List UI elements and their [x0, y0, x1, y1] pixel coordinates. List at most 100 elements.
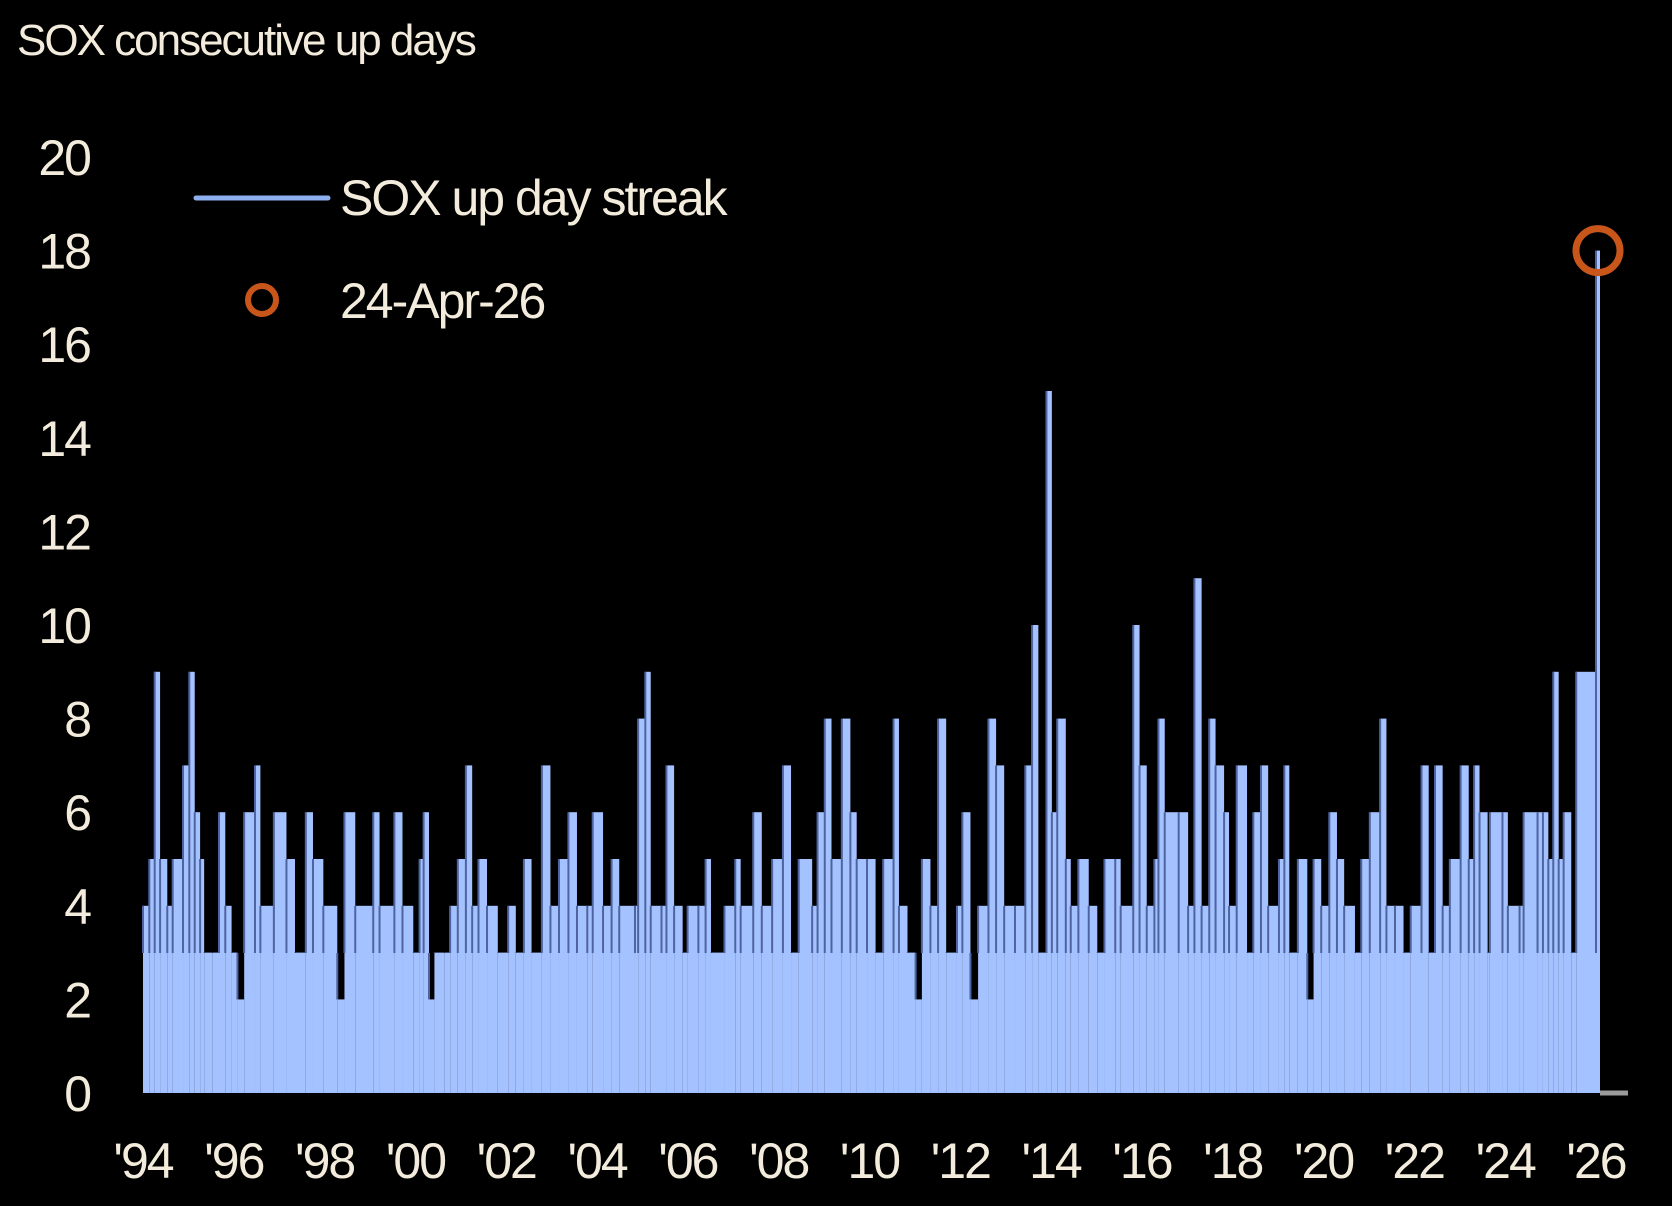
streak-bar	[619, 905, 635, 1093]
streak-bar	[1394, 905, 1404, 1093]
streak-bar	[200, 859, 205, 1093]
streak-bar	[1209, 718, 1216, 1093]
streak-bar	[1247, 952, 1254, 1093]
streak-bar	[402, 905, 414, 1093]
streak-bar	[1224, 812, 1230, 1093]
streak-bar	[856, 859, 868, 1093]
x-tick-label: '00	[386, 1133, 445, 1189]
x-tick-label: '96	[204, 1133, 263, 1189]
streak-bar	[1032, 625, 1039, 1093]
streak-bar	[996, 765, 1005, 1093]
streak-bar	[938, 718, 947, 1093]
streak-bar	[423, 812, 430, 1093]
streak-bar	[1421, 765, 1429, 1093]
streak-bar	[921, 859, 931, 1093]
x-tick-label: '16	[1112, 1133, 1171, 1189]
streak-bar	[323, 905, 338, 1093]
streak-bar	[1115, 859, 1121, 1093]
x-tick-label: '06	[658, 1133, 717, 1189]
streak-bar	[344, 812, 356, 1093]
streak-bar	[1215, 765, 1225, 1093]
streak-bar	[798, 859, 813, 1093]
streak-bar	[212, 952, 220, 1093]
x-tick-label: '10	[840, 1133, 899, 1189]
streak-bar	[661, 905, 667, 1093]
streak-bar	[465, 765, 473, 1093]
streak-bar	[558, 859, 569, 1093]
y-tick-label: 8	[64, 692, 90, 748]
streak-bar	[1164, 812, 1179, 1093]
streak-bar	[850, 812, 857, 1093]
streak-bar	[419, 859, 424, 1093]
streak-bar	[305, 812, 313, 1093]
streak-bar	[1146, 905, 1155, 1093]
streak-bar	[1571, 952, 1577, 1093]
streak-bar	[1553, 671, 1559, 1093]
streak-bar	[1289, 952, 1298, 1093]
streak-bar	[687, 905, 699, 1093]
streak-bar	[898, 905, 908, 1093]
x-tick-label: '18	[1203, 1133, 1262, 1189]
streak-bar	[831, 859, 842, 1093]
streak-bar	[841, 718, 851, 1093]
y-tick-label: 16	[38, 317, 90, 373]
streak-bar	[1449, 859, 1461, 1093]
streak-bar	[1268, 905, 1279, 1093]
streak-bar	[867, 859, 876, 1093]
streak-bar	[183, 765, 190, 1093]
x-tick-label: '04	[567, 1133, 627, 1189]
streak-bar	[1542, 812, 1549, 1093]
streak-bar	[705, 859, 711, 1093]
streak-bar	[1188, 905, 1195, 1093]
legend: SOX up day streak 24-Apr-26	[193, 170, 731, 329]
streak-bar	[782, 765, 792, 1093]
y-tick-label: 0	[64, 1066, 90, 1122]
streak-bar	[638, 718, 646, 1093]
streak-bar	[237, 999, 245, 1093]
chart-title: SOX consecutive up days	[17, 16, 476, 65]
streak-bar	[478, 859, 488, 1093]
streak-bar	[450, 905, 458, 1093]
streak-bar	[1435, 765, 1443, 1093]
streak-bar	[204, 952, 213, 1093]
streak-bar	[1460, 765, 1469, 1093]
x-tick-label: '98	[295, 1133, 354, 1189]
streak-bar	[875, 952, 884, 1093]
x-tick-label: '08	[749, 1133, 808, 1189]
streak-bar	[1014, 905, 1026, 1093]
streak-bar	[698, 905, 706, 1093]
streak-bar	[1078, 859, 1089, 1093]
streak-bar	[611, 859, 620, 1093]
streak-bar	[1489, 812, 1503, 1093]
streak-bar	[946, 952, 957, 1093]
streak-bar	[978, 905, 989, 1093]
streak-bar	[260, 905, 274, 1093]
streak-bar	[634, 905, 639, 1093]
streak-bar	[907, 952, 916, 1093]
y-tick-label: 18	[38, 224, 90, 280]
streak-bar	[508, 905, 516, 1093]
streak-bar	[824, 718, 832, 1093]
streak-bar	[394, 812, 403, 1093]
streak-bar	[930, 905, 939, 1093]
streak-bar	[413, 952, 420, 1093]
streak-bar	[962, 812, 971, 1093]
streak-bar	[1158, 718, 1165, 1093]
streak-bar	[1070, 905, 1079, 1093]
y-axis-ticks: 0 2 4 6 8 10 12 14 16 18 20	[38, 130, 93, 1122]
streak-bar	[219, 812, 226, 1093]
streak-bar	[172, 859, 184, 1093]
streak-bar	[1519, 905, 1524, 1093]
streak-bar	[1194, 578, 1202, 1093]
x-tick-label: '12	[931, 1133, 990, 1189]
streak-bar	[160, 859, 168, 1093]
streak-bar	[225, 905, 232, 1093]
streak-bar	[254, 765, 261, 1093]
streak-bar	[286, 859, 296, 1093]
streak-bar	[1057, 718, 1066, 1093]
streak-bar	[1097, 952, 1105, 1093]
streak-bar	[1236, 765, 1248, 1093]
streak-bar	[735, 859, 741, 1093]
streak-bar	[1354, 952, 1362, 1093]
